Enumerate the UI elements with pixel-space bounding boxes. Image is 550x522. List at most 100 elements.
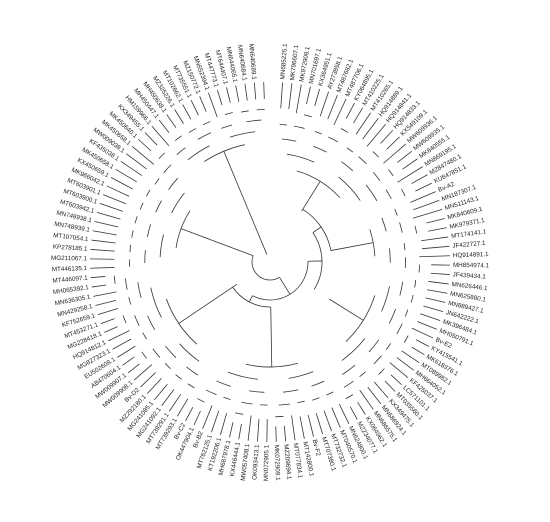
branch-arc bbox=[165, 345, 177, 358]
branch-arc bbox=[385, 189, 392, 200]
branch-line bbox=[216, 89, 223, 106]
branch-arc bbox=[283, 389, 299, 393]
branch-line bbox=[295, 84, 302, 114]
branch-line bbox=[182, 104, 192, 120]
branch-arc bbox=[311, 380, 325, 387]
branch-arc bbox=[248, 390, 265, 393]
branch-line bbox=[426, 218, 445, 224]
branch-arc bbox=[399, 281, 404, 296]
branch-line bbox=[261, 243, 268, 255]
leaf-label: JF439434.1 bbox=[452, 271, 486, 280]
branch-arc bbox=[113, 275, 116, 284]
branch-line bbox=[280, 82, 283, 109]
branch-line bbox=[390, 374, 402, 386]
branch-arc bbox=[197, 398, 205, 403]
branch-line bbox=[178, 284, 238, 324]
branch-arc bbox=[404, 309, 409, 317]
branch-line bbox=[345, 102, 355, 119]
branch-line bbox=[90, 276, 106, 279]
branch-line bbox=[401, 350, 420, 363]
branch-arc bbox=[142, 332, 147, 340]
branch-line bbox=[126, 153, 147, 170]
branch-arc bbox=[122, 315, 127, 324]
branch-arc bbox=[224, 112, 233, 116]
branch-arc bbox=[359, 371, 366, 378]
branch-line bbox=[146, 377, 162, 394]
branch-line bbox=[248, 295, 253, 303]
branch-arc bbox=[221, 124, 233, 129]
branch-line bbox=[380, 130, 394, 144]
branch-arc bbox=[399, 222, 403, 233]
branch-arc bbox=[146, 224, 152, 238]
branch-line bbox=[199, 96, 207, 112]
branch-arc bbox=[251, 255, 280, 281]
branch-line bbox=[91, 239, 116, 244]
branch-line bbox=[413, 200, 440, 211]
branch-line bbox=[384, 380, 396, 392]
branch-arc bbox=[144, 249, 146, 264]
branch-arc bbox=[187, 383, 195, 389]
branch-line bbox=[102, 194, 127, 205]
branch-arc bbox=[152, 348, 161, 358]
branch-line bbox=[120, 161, 143, 176]
branch-line bbox=[355, 112, 371, 135]
branch-line bbox=[301, 181, 321, 212]
branch-line bbox=[158, 119, 170, 133]
branch-line bbox=[333, 98, 347, 126]
branch-line bbox=[417, 321, 438, 330]
branch-line bbox=[331, 407, 341, 428]
branch-line bbox=[166, 114, 177, 128]
branch-arc bbox=[240, 110, 249, 113]
branch-arc bbox=[241, 401, 253, 405]
branch-arc bbox=[313, 145, 327, 153]
leaf-label: MT077834.1 bbox=[292, 443, 304, 479]
leaf-label: MH854974.1 bbox=[453, 262, 490, 270]
branch-arc bbox=[381, 217, 387, 232]
branch-line bbox=[430, 272, 450, 275]
branch-line bbox=[411, 174, 428, 184]
branch-line bbox=[138, 138, 152, 152]
branch-arc bbox=[303, 114, 312, 118]
branch-arc bbox=[368, 339, 380, 353]
branch-line bbox=[349, 406, 358, 420]
branch-arc bbox=[171, 192, 185, 214]
branch-arc bbox=[246, 119, 262, 123]
branch-arc bbox=[174, 135, 182, 141]
branch-arc bbox=[278, 403, 291, 406]
branch-arc bbox=[235, 412, 244, 415]
branch-line bbox=[226, 87, 231, 103]
branch-line bbox=[91, 284, 107, 288]
branch-line bbox=[415, 182, 432, 192]
branch-arc bbox=[403, 243, 406, 251]
branch-line bbox=[314, 88, 320, 107]
branch-arc bbox=[389, 248, 391, 263]
leaf-label: MT446097.1 bbox=[52, 275, 88, 285]
branch-line bbox=[338, 403, 350, 424]
branch-line bbox=[291, 415, 296, 441]
branch-arc bbox=[373, 355, 382, 365]
branch-arc bbox=[223, 396, 231, 400]
branch-arc bbox=[164, 363, 171, 369]
branch-line bbox=[133, 364, 153, 381]
branch-arc bbox=[372, 172, 381, 181]
branch-arc bbox=[205, 389, 217, 396]
branch-arc bbox=[179, 343, 200, 362]
branch-arc bbox=[288, 371, 314, 379]
branch-line bbox=[211, 410, 220, 433]
branch-arc bbox=[328, 136, 339, 143]
branch-arc bbox=[202, 121, 211, 126]
branch-line bbox=[90, 249, 115, 252]
branch-arc bbox=[150, 287, 162, 318]
branch-arc bbox=[340, 128, 349, 133]
branch-arc bbox=[252, 261, 309, 301]
branch-arc bbox=[197, 132, 212, 140]
branch-arc bbox=[134, 216, 138, 224]
branch-line bbox=[241, 251, 254, 257]
branch-arc bbox=[388, 308, 397, 324]
branch-line bbox=[315, 413, 324, 435]
branch-line bbox=[396, 357, 414, 371]
branch-line bbox=[383, 143, 407, 164]
branch-line bbox=[153, 384, 168, 401]
branch-arc bbox=[286, 153, 315, 163]
